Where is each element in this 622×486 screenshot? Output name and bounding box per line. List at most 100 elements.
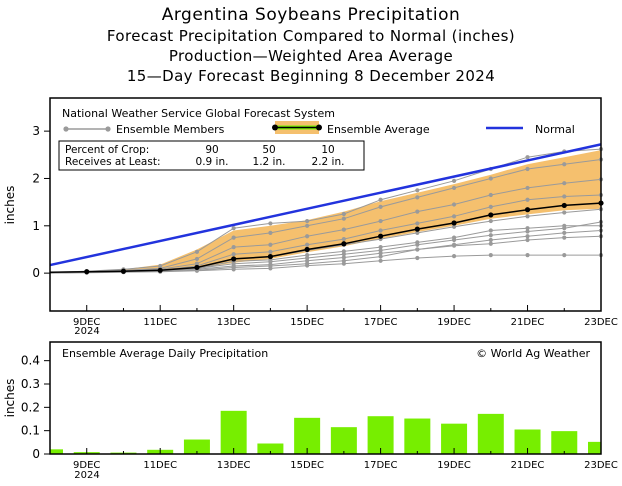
legend-members-dot (105, 126, 111, 132)
ensemble-member-point (305, 255, 310, 261)
ensemble-member-point (562, 226, 567, 231)
legend-average-dot (272, 124, 278, 131)
percent-10: 10 (321, 144, 334, 156)
x-tick-label: 21DEC (511, 460, 545, 471)
y-tick-label: 2 (32, 171, 40, 185)
ensemble-member-point (488, 228, 493, 233)
ensemble-average-point (524, 207, 531, 213)
ensemble-member-point (305, 234, 310, 239)
y-tick-label: 0.3 (21, 377, 40, 391)
ensemble-member-point (415, 221, 420, 226)
daily-precip-bar (588, 441, 601, 454)
x-tick-label: 9DEC (73, 317, 100, 328)
ensemble-member-point (562, 230, 567, 235)
ensemble-member-point (488, 241, 493, 246)
amount-10: 2.2 in. (312, 156, 345, 168)
ensemble-member-point (158, 263, 163, 269)
ensemble-member-point (525, 166, 530, 172)
top-axis-ticks: 0 1 2 3 9DEC 11DEC 13DEC 15DEC 17DEC 19DEC 21DEC 23… (32, 124, 618, 328)
ensemble-average-point (194, 264, 200, 271)
normal-line (49, 143, 602, 267)
y-tick-label: 0.2 (21, 400, 40, 414)
ensemble-member-point (341, 236, 346, 242)
ensemble-member-point (415, 242, 420, 247)
amount-50: 1.2 in. (253, 156, 286, 168)
ensemble-average-point (378, 233, 384, 239)
ensemble-member-point (415, 188, 420, 193)
ensemble-member-point (451, 178, 457, 183)
ensemble-member-point (451, 253, 457, 259)
ensemble-member-point (451, 224, 457, 229)
ensemble-average-point (84, 269, 90, 275)
ensemble-member-point (194, 249, 200, 254)
ensemble-member-point (305, 218, 310, 224)
ensemble-member-point (231, 261, 236, 266)
daily-precip-bar (477, 413, 504, 454)
top-y-axis-label: inches (3, 186, 17, 225)
ensemble-member-point (562, 253, 567, 258)
ensemble-member-point (451, 185, 457, 191)
ensemble-member-point (194, 261, 200, 266)
ensemble-member-point (305, 261, 310, 266)
ensemble-member-point (268, 263, 273, 269)
legend-normal-label: Normal (535, 123, 575, 136)
ensemble-member-point (378, 204, 383, 209)
ensemble-average-point (561, 202, 567, 209)
y-tick-label: 0.1 (21, 424, 40, 438)
y-tick-label: 0.4 (21, 354, 40, 368)
x-tick-label: 21DEC (511, 317, 545, 328)
x-tick-label: 17DEC (364, 460, 398, 471)
percent-table-box (58, 140, 365, 171)
ensemble-member-point (341, 216, 346, 221)
y-tick-label: 1 (32, 219, 40, 233)
bottom-plot-background (50, 342, 601, 454)
ensemble-member-point (415, 247, 420, 252)
daily-precip-bar (220, 410, 247, 454)
ensemble-member-point (451, 237, 457, 243)
ensemble-member-point (378, 197, 383, 202)
chart-subtitle-1: Forecast Precipitation Compared to Norma… (106, 27, 516, 45)
ensemble-average-point (267, 253, 273, 260)
legend-members-label: Ensemble Members (116, 123, 225, 136)
y-tick-label: 3 (32, 124, 40, 138)
ensemble-member-point (378, 258, 383, 263)
ensemble-member-point (451, 202, 457, 207)
ensemble-member-point (525, 185, 530, 191)
ensemble-member-point (562, 194, 567, 199)
ensemble-member-point (451, 242, 457, 247)
x-tick-label: 19DEC (437, 460, 471, 471)
ensemble-member-point (341, 227, 346, 232)
percent-90: 90 (205, 144, 218, 156)
ensemble-average-point (157, 267, 163, 273)
ensemble-member-point (488, 253, 493, 258)
ensemble-member-point (268, 249, 273, 254)
legend-average-dot (316, 124, 322, 131)
chart-title-block: Argentina Soybeans Precipitation Forecas… (0, 4, 622, 86)
ensemble-average-point (488, 212, 494, 218)
ensemble-member-point (341, 258, 346, 263)
ensemble-member-point (488, 218, 493, 224)
ensemble-member-point (525, 237, 530, 243)
ensemble-member-point (341, 255, 346, 260)
ensemble-member-point (488, 204, 493, 209)
ensemble-member-point (341, 252, 346, 257)
x-tick-label: 11DEC (143, 317, 177, 328)
ensemble-member-point (562, 235, 567, 240)
credit-label: © World Ag Weather (476, 347, 590, 360)
bottom-y-axis-label: inches (3, 379, 17, 418)
x-tick-label: 23DEC (584, 317, 618, 328)
ensemble-average-point (120, 268, 127, 274)
ensemble-member-point (305, 242, 310, 247)
ensemble-average-point (341, 241, 347, 247)
ensemble-member-point (305, 223, 310, 228)
ensemble-member-point (525, 214, 530, 219)
amount-row-label: Receives at Least: (65, 156, 161, 168)
top-year-label: 2024 (74, 326, 99, 337)
ensemble-member-point (378, 218, 383, 224)
ensemble-member-point (341, 211, 346, 217)
ensemble-average-point (414, 226, 420, 232)
daily-precip-bar (50, 449, 63, 454)
ensemble-member-point (488, 192, 493, 198)
ensemble-member-point (525, 253, 530, 258)
x-tick-label: 15DEC (290, 317, 324, 328)
